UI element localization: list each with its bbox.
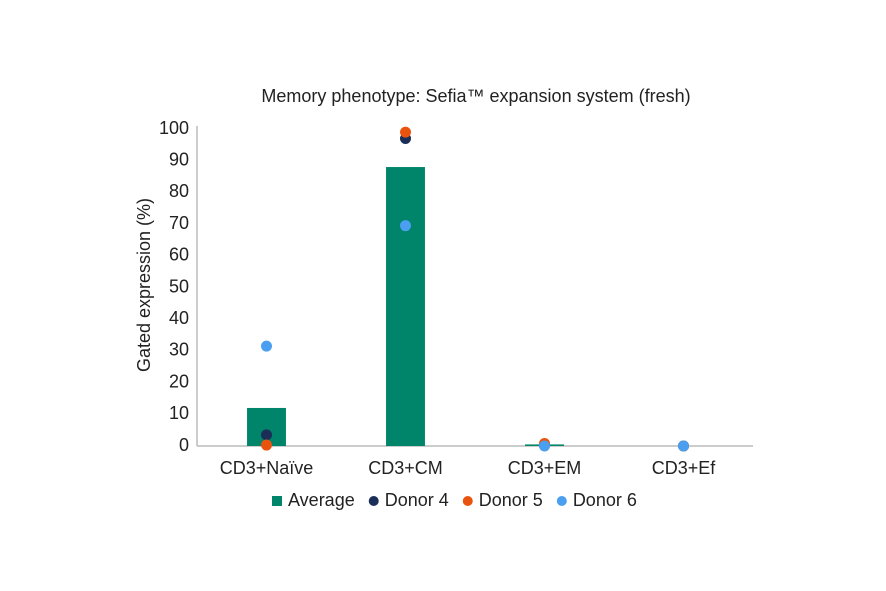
dot <box>261 340 272 352</box>
y-tick-label: 0 <box>179 435 189 455</box>
legend-marker <box>462 496 473 506</box>
dot <box>261 429 272 441</box>
legend-marker <box>272 496 282 506</box>
y-tick-label: 70 <box>169 213 189 233</box>
dot <box>400 220 411 232</box>
legend-label: Donor 4 <box>385 490 449 510</box>
y-axis-label: Gated expression (%) <box>134 198 154 372</box>
legend-marker <box>556 496 567 506</box>
legend-label: Donor 6 <box>573 490 637 510</box>
dot <box>261 439 272 451</box>
chart-title: Memory phenotype: Sefia™ expansion syste… <box>261 86 690 106</box>
x-tick-label: CD3+CM <box>368 458 443 478</box>
bar <box>386 167 425 447</box>
dot <box>539 440 550 452</box>
y-tick-label: 30 <box>169 340 189 360</box>
legend-label: Donor 5 <box>479 490 543 510</box>
y-tick-label: 20 <box>169 371 189 391</box>
y-tick-label: 50 <box>169 276 189 296</box>
y-tick-label: 90 <box>169 149 189 169</box>
y-tick-label: 10 <box>169 403 189 423</box>
x-tick-label: CD3+Naïve <box>220 458 314 478</box>
y-tick-label: 100 <box>159 118 189 138</box>
y-tick-label: 60 <box>169 245 189 265</box>
x-tick-label: CD3+Ef <box>652 458 717 478</box>
legend-label: Average <box>288 490 355 510</box>
dot <box>400 126 411 138</box>
x-tick-label: CD3+EM <box>508 458 582 478</box>
legend-marker <box>368 496 379 506</box>
dot <box>678 440 689 452</box>
y-tick-label: 80 <box>169 181 189 201</box>
y-tick-label: 40 <box>169 308 189 328</box>
